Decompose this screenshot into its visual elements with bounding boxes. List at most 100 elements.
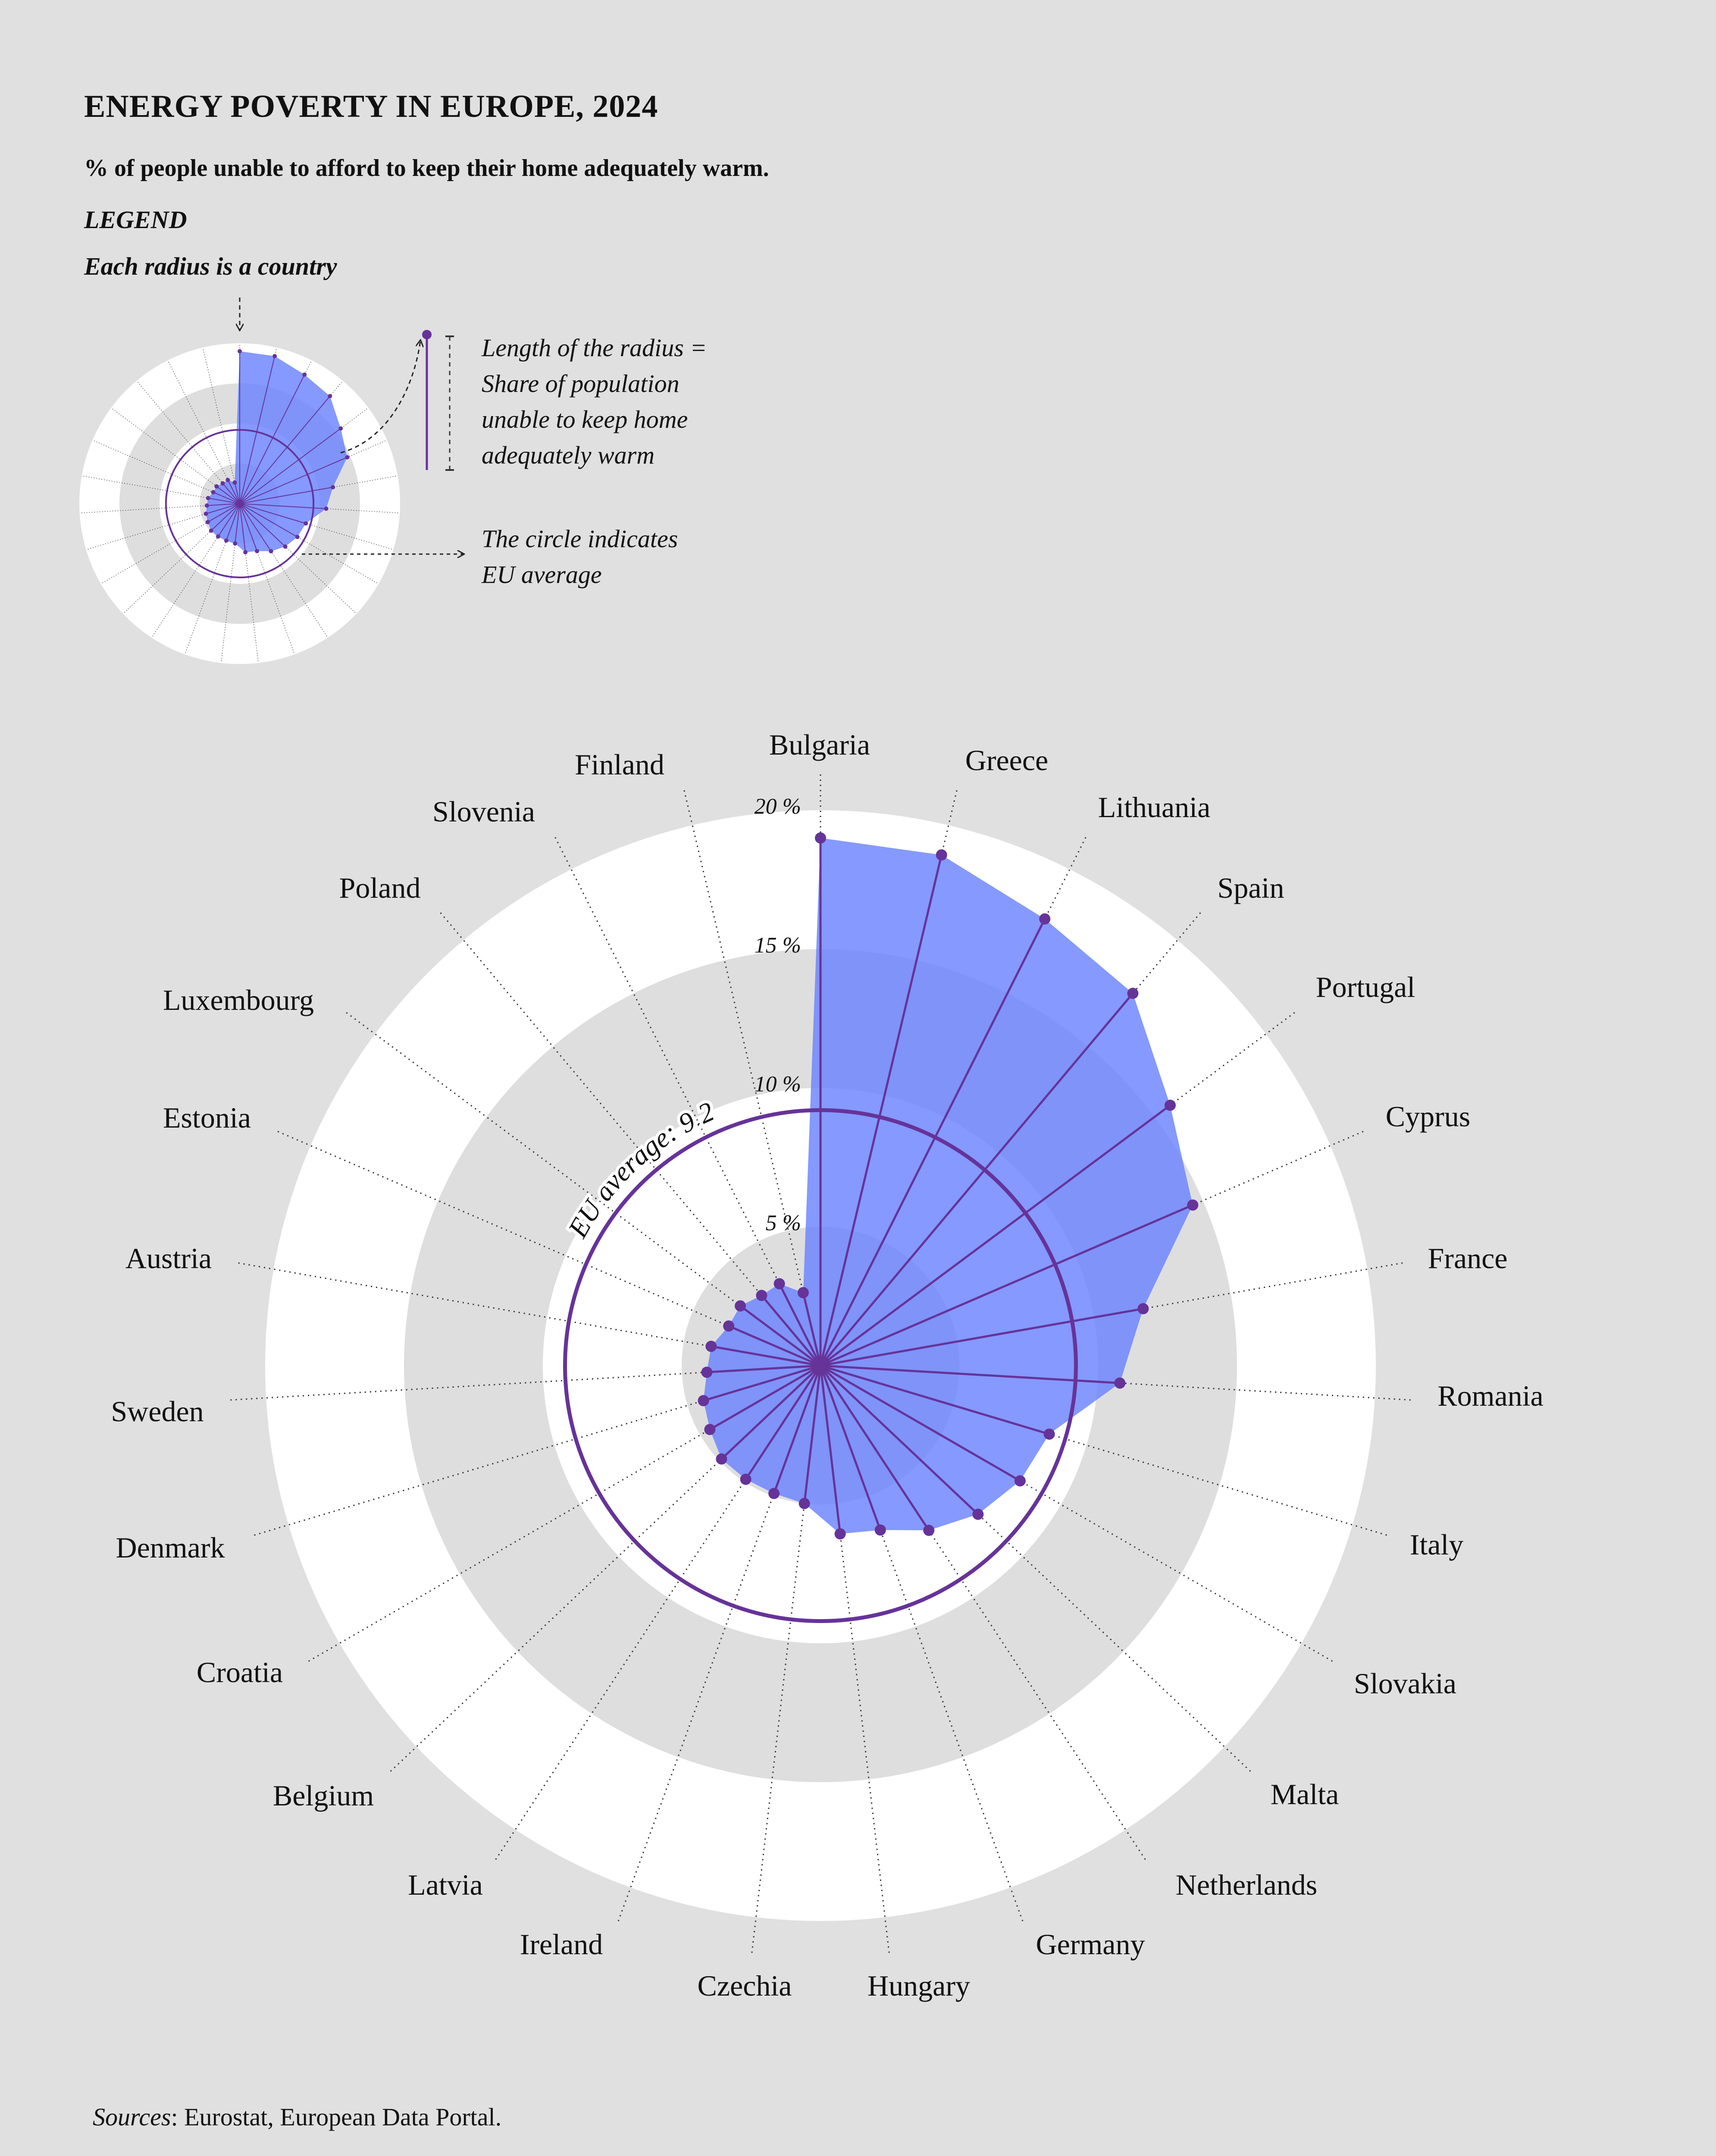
data-point-estonia <box>211 490 216 495</box>
sources-label: Sources <box>93 2103 171 2131</box>
spoke-cyprus <box>820 1204 1193 1367</box>
data-point-romania <box>324 506 329 511</box>
data-point-lithuania <box>1039 913 1051 925</box>
data-point-romania <box>1114 1377 1126 1389</box>
legend-radius-explanation: Length of the radius = Share of populati… <box>482 330 707 473</box>
country-label-malta: Malta <box>1271 1778 1339 1811</box>
spoke-slovenia <box>778 1283 822 1366</box>
country-label-slovakia: Slovakia <box>1354 1667 1456 1700</box>
country-label-netherlands: Netherlands <box>1176 1868 1318 1901</box>
country-label-finland: Finland <box>575 748 664 781</box>
spoke-malta <box>820 1365 979 1515</box>
leader-line <box>438 910 821 1366</box>
data-point-spain <box>328 394 332 398</box>
data-point-poland <box>756 1290 767 1301</box>
spoke-ireland <box>225 503 240 541</box>
chart-title: ENERGY POVERTY IN EUROPE, 2024 <box>84 89 658 124</box>
spoke-romania <box>820 1364 1120 1384</box>
spoke-greece <box>239 356 276 504</box>
data-point-slovenia <box>773 1278 785 1290</box>
legend-heading: LEGEND <box>84 206 187 234</box>
data-point-hungary <box>834 1528 846 1540</box>
country-label-poland: Poland <box>339 871 421 904</box>
data-point-bulgaria <box>815 832 826 844</box>
country-label-latvia: Latvia <box>408 1868 483 1901</box>
spoke-cyprus <box>239 457 348 504</box>
chart-subtitle: % of people unable to afford to keep the… <box>84 155 769 182</box>
spoke-austria <box>208 498 240 504</box>
spoke-portugal <box>239 428 341 504</box>
spoke-netherlands <box>819 1365 930 1531</box>
data-point-croatia <box>704 1424 716 1435</box>
leader-line <box>683 787 821 1366</box>
data-point-finland <box>232 480 237 485</box>
tick-label-5: 5 % <box>766 1211 801 1235</box>
spoke-portugal <box>820 1104 1171 1367</box>
spoke-finland <box>802 1292 822 1366</box>
spoke-belgium <box>720 1365 821 1460</box>
data-point-hungary <box>243 550 248 555</box>
country-label-luxembourg: Luxembourg <box>163 984 314 1016</box>
spoke-sweden <box>707 1364 821 1373</box>
data-point-slovenia <box>225 478 230 483</box>
spoke-germany <box>819 1365 882 1531</box>
spoke-spain <box>820 993 1134 1366</box>
legend-annotations <box>240 298 463 554</box>
data-point-denmark <box>204 511 208 516</box>
data-point-germany <box>874 1524 886 1536</box>
data-point-malta <box>972 1508 984 1520</box>
country-label-czechia: Czechia <box>698 1969 792 2002</box>
data-point-latvia <box>740 1473 752 1485</box>
leader-line <box>553 834 821 1366</box>
legend-radius-line-4: adequately warm <box>482 441 655 469</box>
data-point-austria <box>206 496 210 501</box>
tick-label-15: 15 % <box>755 933 801 958</box>
data-point-luxembourg <box>735 1300 746 1312</box>
spoke-austria <box>711 1345 821 1367</box>
legend-radius-line-2: Share of population <box>482 370 680 398</box>
spoke-france <box>820 1307 1143 1367</box>
spoke-slovenia <box>227 479 240 504</box>
spoke-latvia <box>745 1365 822 1480</box>
spoke-estonia <box>728 1325 821 1367</box>
country-label-greece: Greece <box>965 744 1048 777</box>
spoke-netherlands <box>239 503 272 552</box>
spoke-hungary <box>239 503 246 552</box>
data-point-poland <box>220 481 225 486</box>
spoke-croatia <box>207 503 240 523</box>
data-point-ireland <box>768 1488 780 1499</box>
data-point-italy <box>1043 1428 1055 1440</box>
data-point-france <box>1137 1303 1149 1315</box>
spoke-germany <box>239 503 258 552</box>
data-point-greece <box>936 849 947 861</box>
spoke-finland <box>234 482 240 504</box>
spoke-denmark <box>703 1364 821 1402</box>
country-label-bulgaria: Bulgaria <box>769 728 870 761</box>
legend-each-radius: Each radius is a country <box>84 252 337 280</box>
data-point-malta <box>283 544 288 549</box>
country-label-belgium: Belgium <box>273 1779 374 1812</box>
data-point-lithuania <box>302 372 307 377</box>
data-point-denmark <box>698 1395 709 1407</box>
spoke-czechia <box>235 503 240 544</box>
country-label-sweden: Sweden <box>111 1395 204 1428</box>
sources-text: : Eurostat, European Data Portal. <box>171 2103 502 2131</box>
legend-circle-explanation: The circle indicates EU average <box>482 521 678 592</box>
sources-note: Sources: Eurostat, European Data Portal. <box>93 2103 501 2131</box>
spoke-lithuania <box>819 918 1046 1366</box>
eu-average-circle <box>563 1108 1078 1623</box>
spoke-italy <box>820 1364 1050 1435</box>
data-point-slovakia <box>295 535 300 539</box>
country-label-spain: Spain <box>1218 871 1284 904</box>
data-point-portugal <box>1165 1100 1176 1111</box>
data-point-ireland <box>224 538 229 543</box>
data-point-italy <box>304 521 308 526</box>
spoke-lithuania <box>239 374 305 504</box>
legend-radius-line-1: Length of the radius = <box>482 334 707 362</box>
data-point-belgium <box>716 1453 727 1465</box>
country-label-italy: Italy <box>1410 1528 1464 1561</box>
country-label-austria: Austria <box>125 1242 212 1275</box>
spoke-romania <box>239 503 326 509</box>
